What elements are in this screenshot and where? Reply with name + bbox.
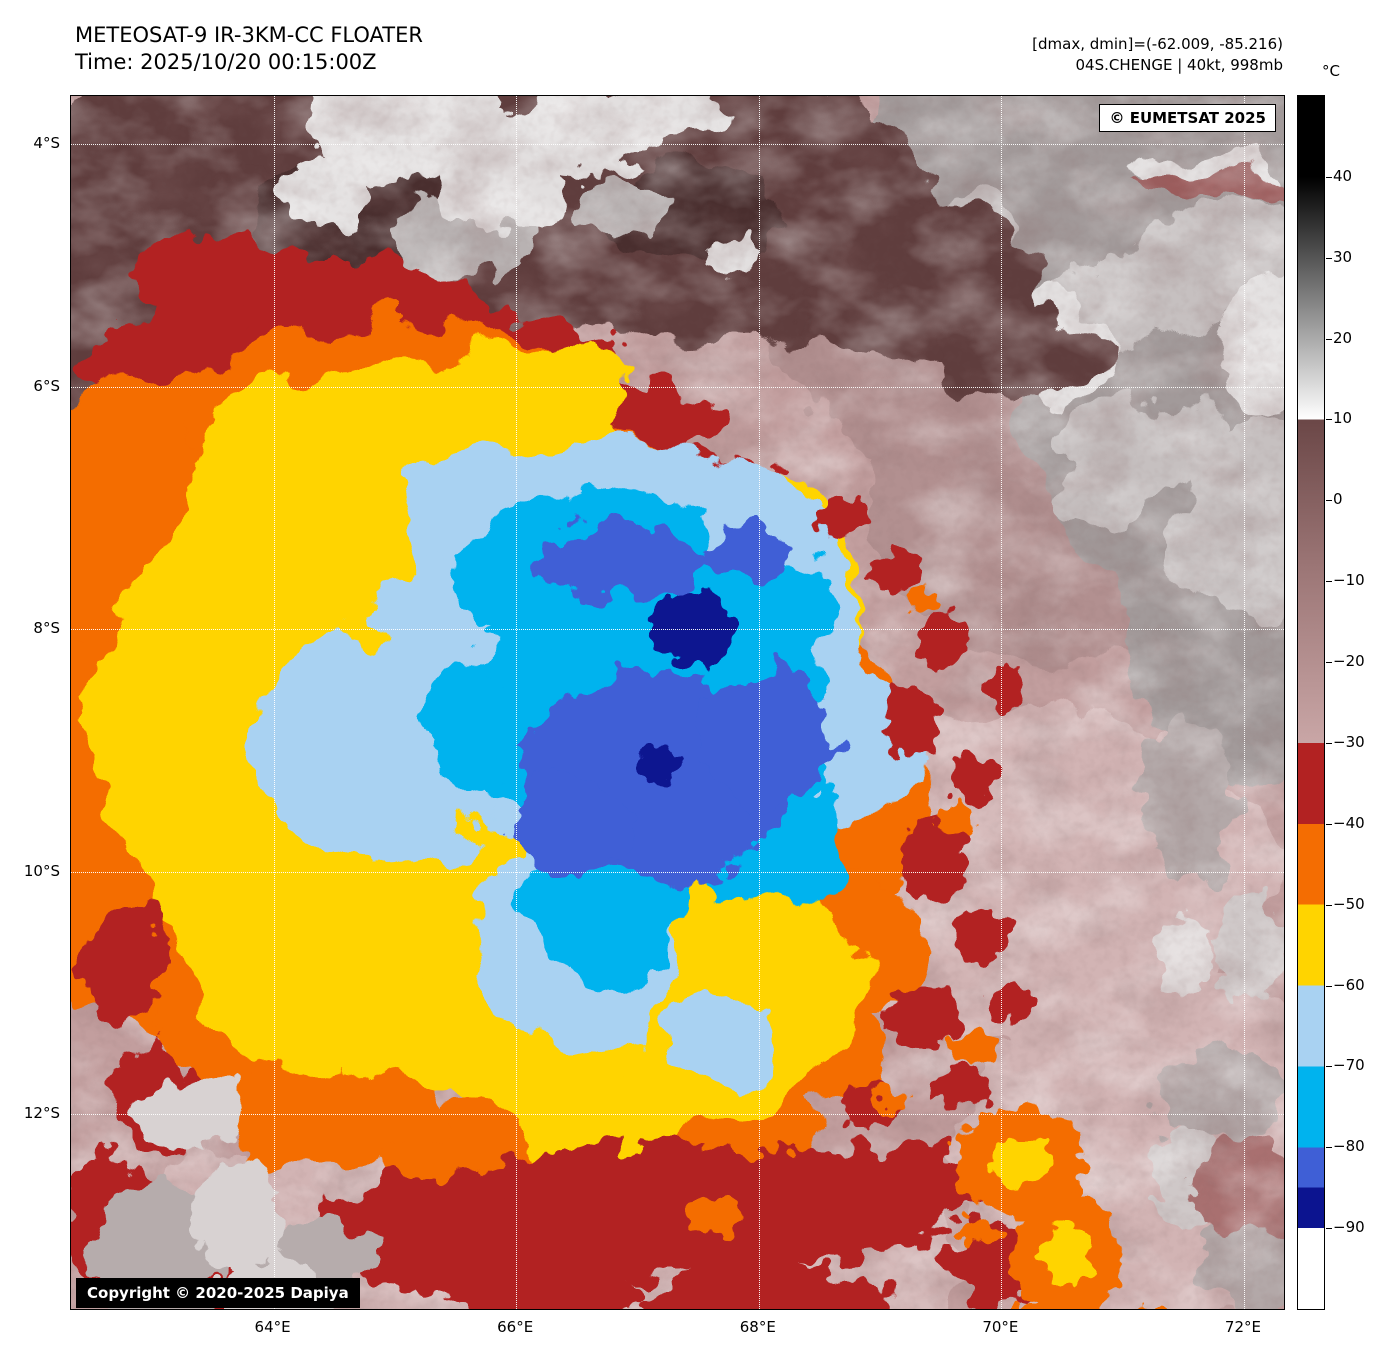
colorbar-tick-mark — [1326, 904, 1332, 906]
colorbar-tick-label: 10 — [1333, 409, 1353, 428]
colorbar-tick-label: −60 — [1333, 975, 1365, 994]
lon-tick-label: 68°E — [739, 1318, 776, 1336]
colorbar-tick-mark — [1326, 662, 1332, 664]
colorbar-tick-label: 0 — [1333, 490, 1343, 509]
colorbar-tick-label: 40 — [1333, 166, 1353, 185]
lon-tick-label: 70°E — [982, 1318, 1019, 1336]
annotation-block: [dmax, dmin]=(-62.009, -85.216) 04S.CHEN… — [1032, 34, 1283, 76]
colorbar-tick-label: −40 — [1333, 813, 1365, 832]
colorbar-tick-mark — [1326, 581, 1332, 583]
map-plot: © EUMETSAT 2025 Copyright © 2020-2025 Da… — [70, 95, 1285, 1310]
colorbar-tick-labels: 40 30 20 10 0 −10 −20 −30 −40 −50 −60 −70 −80 −90 — [1333, 95, 1387, 1308]
colorbar-tick-label: −70 — [1333, 1056, 1365, 1075]
cloud-layer-navy-cores — [638, 590, 737, 783]
lat-tick-label: 12°S — [23, 1104, 60, 1123]
lat-tick-label: 4°S — [33, 134, 60, 153]
eumetsat-credit: © EUMETSAT 2025 — [1099, 104, 1276, 132]
colorbar-tick-mark — [1326, 257, 1332, 259]
colorbar-gradient — [1298, 96, 1324, 1309]
colorbar-tick-mark — [1326, 985, 1332, 987]
cloud-layer-darkred-speckles — [816, 496, 1033, 1128]
lon-tick-label: 66°E — [497, 1318, 534, 1336]
colorbar-tick-mark — [1326, 823, 1332, 825]
lon-tick-label: 64°E — [254, 1318, 291, 1336]
colorbar-tick-mark — [1326, 419, 1332, 421]
colorbar-tick-label: −90 — [1333, 1218, 1365, 1237]
title-block: METEOSAT-9 IR-3KM-CC FLOATER Time: 2025/… — [75, 22, 423, 76]
storm-annotation: 04S.CHENGE | 40kt, 998mb — [1075, 56, 1283, 74]
lon-tick-label: 72°E — [1224, 1318, 1262, 1336]
colorbar — [1297, 95, 1332, 1310]
product-time: Time: 2025/10/20 00:15:00Z — [75, 50, 377, 74]
colorbar-tick-mark — [1326, 1147, 1332, 1149]
dmax-dmin-annotation: [dmax, dmin]=(-62.009, -85.216) — [1032, 35, 1283, 53]
colorbar-tick-label: −10 — [1333, 571, 1365, 590]
colorbar-tick-mark — [1326, 338, 1332, 340]
colorbar-tick-label: −30 — [1333, 732, 1365, 751]
colorbar-tick-mark — [1326, 742, 1332, 744]
colorbar-tick-label: −20 — [1333, 652, 1365, 671]
colorbar-tick-mark — [1326, 1066, 1332, 1068]
lat-tick-label: 10°S — [23, 861, 60, 880]
colorbar-tick-mark — [1326, 500, 1332, 502]
cloud-layer-orange-speckles — [681, 589, 998, 1246]
colorbar-tick-label: 20 — [1333, 328, 1353, 347]
lon-axis: 64°E 66°E 68°E 70°E 72°E — [70, 1314, 1283, 1340]
colorbar-tick-mark — [1326, 1228, 1332, 1230]
dapiya-copyright: Copyright © 2020-2025 Dapiya — [76, 1278, 360, 1308]
colorbar-tick-label: 30 — [1333, 247, 1353, 266]
colorbar-tick-mark — [1326, 176, 1332, 178]
lat-axis: 4°S 6°S 8°S 10°S 12°S — [0, 95, 62, 1308]
colorbar-unit-label: °C — [1322, 62, 1340, 80]
satellite-image — [71, 96, 1284, 1309]
colorbar-tick-label: −80 — [1333, 1137, 1365, 1156]
cloud-layer-southeast-cells — [956, 1106, 1121, 1309]
lat-tick-label: 6°S — [33, 376, 60, 395]
product-title: METEOSAT-9 IR-3KM-CC FLOATER — [75, 23, 423, 47]
lat-tick-label: 8°S — [33, 619, 60, 638]
cloud-layer-white-southwest — [96, 1073, 381, 1309]
colorbar-tick-label: −50 — [1333, 894, 1365, 913]
